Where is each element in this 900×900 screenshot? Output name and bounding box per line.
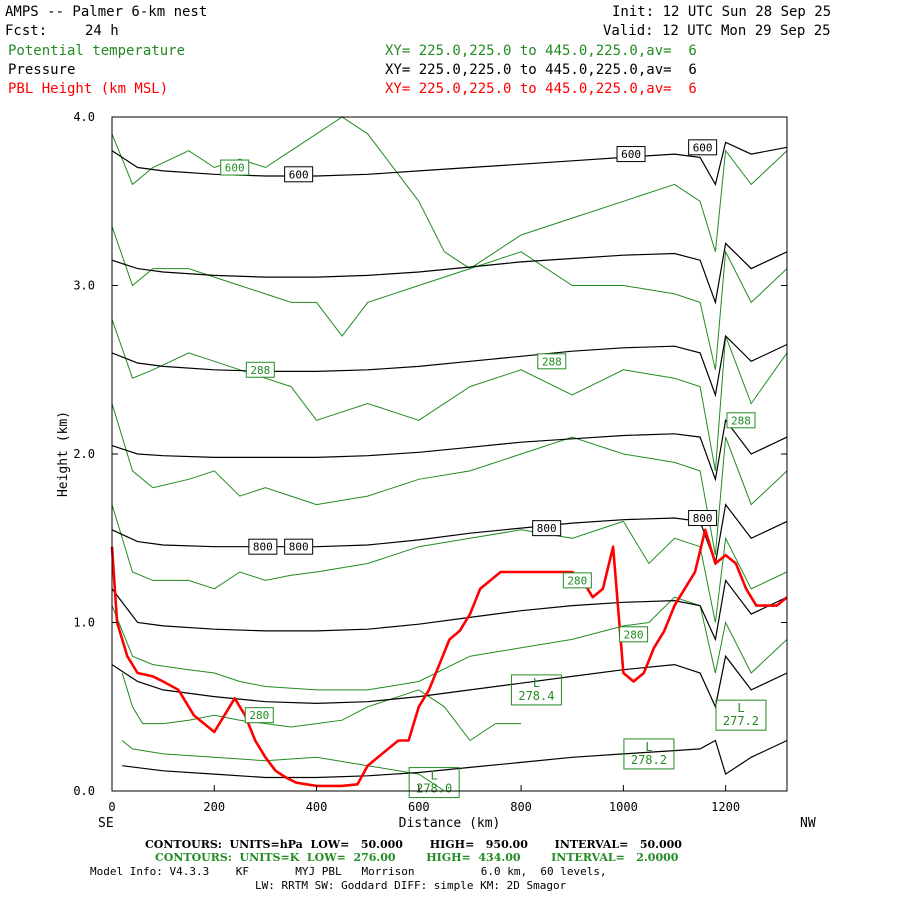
extremum-box [510,674,562,706]
theta-contour-278.2 [121,740,445,792]
footer-physics-info: LW: RRTM SW: Goddard DIFF: simple KM: 2D… [255,879,567,892]
x-tick-label: 800 [510,800,532,814]
theta-contour-284 [111,504,788,623]
field-name-theta: Potential temperature [8,43,186,59]
x-tick-label: 0 [108,800,115,814]
contour-label-box [244,707,274,724]
extremum-box [623,738,675,770]
x-axis-label: Distance (km) [399,816,501,831]
contour-label: 800 [253,541,273,554]
contour-label: 600 [225,162,245,175]
contour-label: 280 [249,709,269,722]
contour-label: 600 [693,141,713,154]
contour-label-box [537,353,567,370]
axes: 0.0 1.0 2.0 3.0 4.0 0 200 400 600 800 1000 1200 Dist… [56,110,816,831]
field-xy-pressure: XY= 225.0,225.0 to 445.0,225.0,av= 6 [385,62,697,78]
contour-label: 288 [731,414,751,427]
pbl-height-line [110,528,788,788]
contour-label-box [284,538,314,555]
extremum-box [408,767,460,799]
footer-theta-contours: CONTOURS: UNITS=K LOW= 276.00 HIGH= 434.… [155,851,679,864]
contour-label: 800 [289,541,309,554]
contour-label: 288 [542,355,562,368]
extremum-label: L [645,740,652,754]
forecast-hour: 24 h [85,23,119,39]
theta-contour-290 [111,226,788,370]
field-name-pbl: PBL Height (km MSL) [8,81,169,97]
chart-title: AMPS -- Palmer 6-km nest [5,4,208,20]
extremum-label: L [737,701,744,715]
contour-label-box [532,520,562,537]
init-time: Init: 12 UTC Sun 28 Sep 25 [612,4,832,20]
contour-label-box [220,159,250,176]
extremum-label: L [431,769,438,783]
pressure-contour-600 [111,141,788,187]
pressure-contour-800 [111,503,788,566]
y-tick-label: 4.0 [73,110,95,124]
valid-time: Valid: 12 UTC Mon 29 Sep 25 [603,23,831,39]
pressure-contour-750 [111,418,788,482]
x-tick-label: 600 [408,800,430,814]
y-tick-label: 0.0 [73,784,95,798]
x-tick-label: 400 [306,800,328,814]
pressure-contour-650 [111,242,788,305]
theta-contour-280 [121,672,522,742]
extremum-label: 277.2 [723,714,759,728]
extremum-label: L [533,676,540,690]
contour-labels: 600 600 600 600 288 288 288 800 800 800 800 280 280 2… [220,139,767,799]
x-tick-label: 1200 [711,800,740,814]
contour-label-box [245,361,275,378]
pressure-contour-950 [122,739,788,779]
field-name-pressure: Pressure [8,62,76,78]
y-tick-label: 1.0 [73,616,95,630]
contour-label-box [726,412,756,429]
contour-label-box [562,572,592,589]
contour-label-box [688,510,718,527]
field-xy-pbl: XY= 225.0,225.0 to 445.0,225.0,av= 6 [385,81,697,97]
theta-contour-282 [111,596,788,691]
x-tick-label: 1000 [609,800,638,814]
pressure-contours [111,141,788,779]
contour-label-box [619,626,649,643]
contour-label: 280 [567,574,587,587]
pressure-contour-850 [111,578,788,642]
contour-label-box [284,166,314,183]
contour-label: 600 [289,168,309,181]
extremum-box [715,699,767,731]
extremum-label: 278.0 [416,782,452,796]
pressure-contour-700 [111,334,788,398]
theta-contour-292 [111,116,788,270]
contour-label: 280 [624,628,644,641]
pbl-series [110,528,788,788]
plot-frame [111,116,788,792]
forecast-label: Fcst: [5,23,48,39]
y-tick-label: 2.0 [73,447,95,461]
x-tick-label: 200 [203,800,225,814]
theta-contour-286 [111,403,788,556]
contour-label: 800 [693,512,713,525]
extremum-label: 278.2 [631,753,667,767]
nw-end-label: NW [800,816,816,831]
contour-label: 600 [621,148,641,161]
y-tick-label: 3.0 [73,279,95,293]
contour-label: 288 [250,364,270,377]
field-xy-theta: XY= 225.0,225.0 to 445.0,225.0,av= 6 [385,43,697,59]
pressure-contour-900 [111,654,788,709]
contour-label-box [616,146,646,163]
theta-contours [111,116,788,792]
extremum-label: 278.4 [518,689,554,703]
theta-contour-288 [111,319,788,471]
contour-label: 800 [537,522,557,535]
footer-model-info: Model Info: V4.3.3 KF MYJ PBL Morrison 6… [90,865,607,878]
contour-label-box [688,139,718,156]
footer-pressure-contours: CONTOURS: UNITS=hPa LOW= 50.000 HIGH= 95… [145,838,682,851]
contour-label-box [248,538,278,555]
y-axis-label: Height (km) [56,411,71,497]
se-end-label: SE [98,816,114,831]
